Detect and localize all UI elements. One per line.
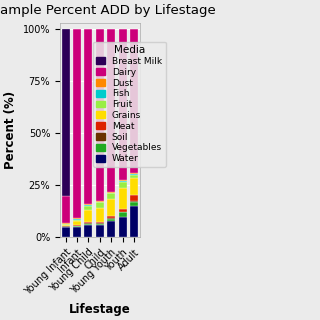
Bar — [84, 29, 92, 204]
Bar — [119, 29, 127, 180]
Bar — [119, 181, 127, 188]
Bar — [84, 210, 92, 222]
Y-axis label: Percent (%): Percent (%) — [4, 91, 17, 169]
Bar — [107, 193, 115, 199]
Bar — [62, 225, 70, 226]
Bar — [130, 174, 138, 175]
Bar — [73, 221, 81, 225]
Bar — [96, 29, 104, 201]
Bar — [73, 218, 81, 219]
Bar — [96, 222, 104, 223]
Bar — [107, 199, 115, 216]
Bar — [84, 225, 92, 237]
Bar — [62, 196, 70, 223]
Bar — [96, 223, 104, 224]
Bar — [107, 192, 115, 193]
Bar — [107, 218, 115, 219]
Bar — [96, 225, 104, 237]
Bar — [73, 227, 81, 237]
Bar — [73, 225, 81, 226]
Bar — [62, 227, 70, 237]
Bar — [130, 206, 138, 237]
Bar — [73, 29, 81, 218]
Bar — [130, 195, 138, 201]
Bar — [62, 224, 70, 225]
Bar — [119, 180, 127, 181]
Bar — [62, 223, 70, 224]
X-axis label: Lifestage: Lifestage — [69, 303, 131, 316]
Bar — [130, 178, 138, 195]
Bar — [73, 226, 81, 227]
Bar — [130, 202, 138, 206]
Bar — [73, 220, 81, 221]
Title: Example Percent ADD by Lifestage: Example Percent ADD by Lifestage — [0, 4, 216, 17]
Bar — [62, 29, 70, 196]
Bar — [119, 188, 127, 209]
Bar — [73, 219, 81, 220]
Bar — [130, 29, 138, 173]
Bar — [84, 222, 92, 223]
Bar — [130, 173, 138, 174]
Bar — [119, 217, 127, 237]
Bar — [84, 224, 92, 225]
Bar — [96, 201, 104, 202]
Bar — [119, 212, 127, 217]
Bar — [96, 224, 104, 225]
Bar — [84, 204, 92, 205]
Legend: Breast Milk, Dairy, Dust, Fish, Fruit, Grains, Meat, Soil, Vegetables, Water: Breast Milk, Dairy, Dust, Fish, Fruit, G… — [93, 42, 165, 167]
Bar — [107, 29, 115, 192]
Bar — [119, 209, 127, 212]
Bar — [96, 208, 104, 222]
Bar — [107, 216, 115, 218]
Bar — [84, 223, 92, 224]
Bar — [130, 201, 138, 202]
Bar — [107, 219, 115, 221]
Bar — [107, 221, 115, 237]
Bar — [84, 205, 92, 210]
Bar — [130, 175, 138, 178]
Bar — [96, 202, 104, 208]
